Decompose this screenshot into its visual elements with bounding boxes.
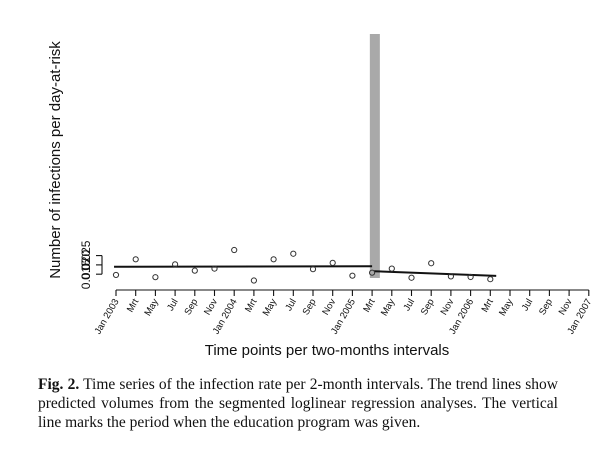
data-points-layer [112, 246, 494, 284]
data-point [309, 266, 317, 273]
x-tick-label: May [497, 297, 516, 318]
x-tick-label: Nov [320, 297, 338, 317]
data-point [112, 271, 120, 279]
intervention-band-layer [369, 34, 380, 278]
x-tick-label: May [142, 297, 161, 318]
figure-caption: Fig. 2. Time series of the infection rat… [38, 375, 558, 432]
x-tick-label: Nov [557, 297, 575, 317]
x-tick-label: Jan 2003 [93, 297, 122, 336]
caption-text: Time series of the infection rate per 2-… [38, 376, 558, 431]
x-tick-label: Sep [537, 297, 555, 317]
x-tick-label: Jul [401, 297, 417, 313]
x-tick-label: Mrt [243, 297, 260, 315]
data-point [172, 261, 179, 268]
trend-line [374, 270, 497, 277]
data-point [408, 274, 415, 281]
data-point [191, 267, 198, 274]
data-point [447, 273, 454, 280]
data-point [132, 256, 139, 263]
data-point [211, 265, 218, 272]
data-point [467, 273, 474, 281]
x-axis-label: Time points per two-months intervals [205, 342, 450, 359]
data-point [369, 269, 376, 276]
x-tick-label: Jul [165, 297, 181, 313]
data-point [152, 274, 159, 281]
y-tick-label: 0.025 [79, 240, 93, 270]
data-point [349, 272, 356, 279]
x-tick-label: Jul [520, 297, 536, 313]
data-point [487, 276, 494, 283]
data-point [428, 260, 435, 267]
trend-line-layer [114, 265, 497, 277]
y-axis-label: Number of infections per day-at-risk [47, 41, 64, 279]
x-tick-label: May [261, 297, 280, 318]
data-point [329, 259, 336, 266]
x-tick-label: Nov [439, 297, 457, 317]
figure-label: Fig. 2. [38, 376, 80, 393]
x-tick-label: Mrt [480, 297, 497, 315]
y-tick-label: 0.015 [79, 259, 93, 289]
data-point [250, 277, 257, 284]
x-tick-label: Mrt [361, 297, 378, 315]
data-point [290, 250, 297, 257]
x-tick-label: Jul [283, 297, 299, 313]
data-point [270, 256, 277, 263]
x-tick-label: Sep [419, 297, 437, 317]
data-point [231, 246, 238, 254]
x-tick-label: Nov [202, 297, 220, 317]
data-point [388, 265, 395, 272]
x-tick-label: Sep [301, 297, 319, 317]
trend-line [114, 265, 373, 268]
x-tick-label: May [379, 297, 398, 318]
y-tick-label: 0.020 [79, 250, 93, 280]
intervention-band [369, 34, 380, 278]
x-tick-label: Sep [182, 297, 200, 317]
x-tick-label: Mrt [125, 297, 142, 315]
